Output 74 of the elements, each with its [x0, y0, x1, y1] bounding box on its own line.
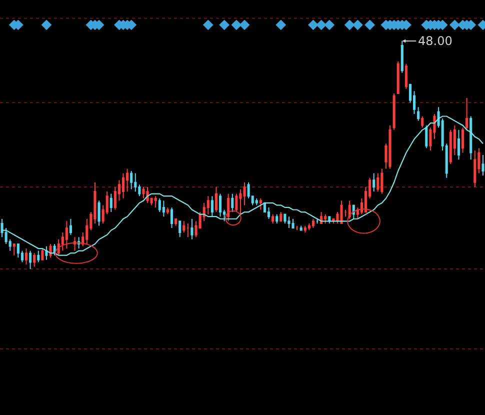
candlestick	[280, 212, 282, 222]
candlestick	[24, 248, 28, 265]
candlestick	[37, 250, 40, 263]
candlestick	[284, 214, 286, 224]
candlestick	[190, 218, 194, 240]
candlestick	[214, 186, 218, 213]
candlestick	[470, 116, 472, 160]
candlestick	[218, 193, 222, 218]
candlestick	[272, 214, 274, 224]
candlestick	[134, 172, 137, 192]
candlestick	[98, 200, 100, 226]
candlestick	[352, 204, 355, 220]
candlestick	[45, 246, 48, 260]
candlestick	[300, 225, 302, 231]
candlestick	[466, 98, 468, 130]
candlestick	[231, 193, 234, 213]
candlestick	[65, 220, 68, 250]
candlestick	[33, 252, 36, 268]
candlestick	[380, 168, 384, 194]
candlestick	[372, 172, 376, 192]
candlestick	[312, 218, 315, 228]
candlestick	[421, 116, 424, 128]
candlestick	[392, 92, 396, 130]
candlestick	[267, 206, 270, 220]
candlestick	[255, 198, 258, 206]
candlestick	[227, 193, 230, 222]
candlestick	[457, 129, 460, 160]
candlestick	[16, 243, 20, 258]
candlestick	[376, 172, 380, 192]
candlestick	[154, 196, 157, 208]
candlestick	[41, 248, 44, 260]
candlestick	[235, 193, 238, 213]
candlestick	[186, 222, 190, 238]
candlestick	[474, 150, 476, 188]
candlestick	[276, 214, 278, 224]
candlestick	[73, 236, 76, 252]
candlestick	[130, 170, 133, 190]
candlestick	[29, 250, 32, 270]
candlestick	[259, 198, 262, 210]
candlestick	[308, 222, 310, 231]
candlestick	[288, 216, 290, 228]
candlestick	[400, 40, 404, 74]
candlestick	[158, 198, 161, 213]
candlestick	[182, 220, 186, 234]
candlestick	[348, 200, 351, 220]
candlestick	[69, 218, 72, 236]
candlestick	[292, 218, 294, 228]
candlestick	[304, 225, 306, 234]
candlestick	[210, 196, 214, 218]
candlestick	[296, 225, 298, 231]
candlestick	[324, 214, 327, 224]
candlestick	[482, 154, 484, 176]
candlestick	[162, 200, 165, 218]
candlestick	[404, 63, 408, 90]
candlestick	[461, 127, 464, 154]
candlestick	[417, 106, 420, 122]
candlestick	[396, 61, 400, 94]
annotation: 48.00	[418, 34, 452, 48]
candlestick	[425, 124, 428, 149]
candlestick	[49, 243, 52, 258]
candlestick	[340, 200, 343, 224]
candlestick	[78, 236, 80, 250]
candlestick	[316, 218, 319, 224]
candlestick	[344, 209, 347, 218]
candlestick	[174, 218, 178, 226]
candlestick	[110, 193, 112, 213]
candlestick	[166, 206, 170, 215]
candlestick	[170, 206, 174, 228]
candlestick	[178, 220, 182, 238]
candlestick	[142, 186, 145, 199]
candlestick	[12, 243, 16, 256]
candlestick	[449, 129, 452, 165]
candlestick	[122, 172, 125, 199]
candlestick	[388, 124, 392, 170]
